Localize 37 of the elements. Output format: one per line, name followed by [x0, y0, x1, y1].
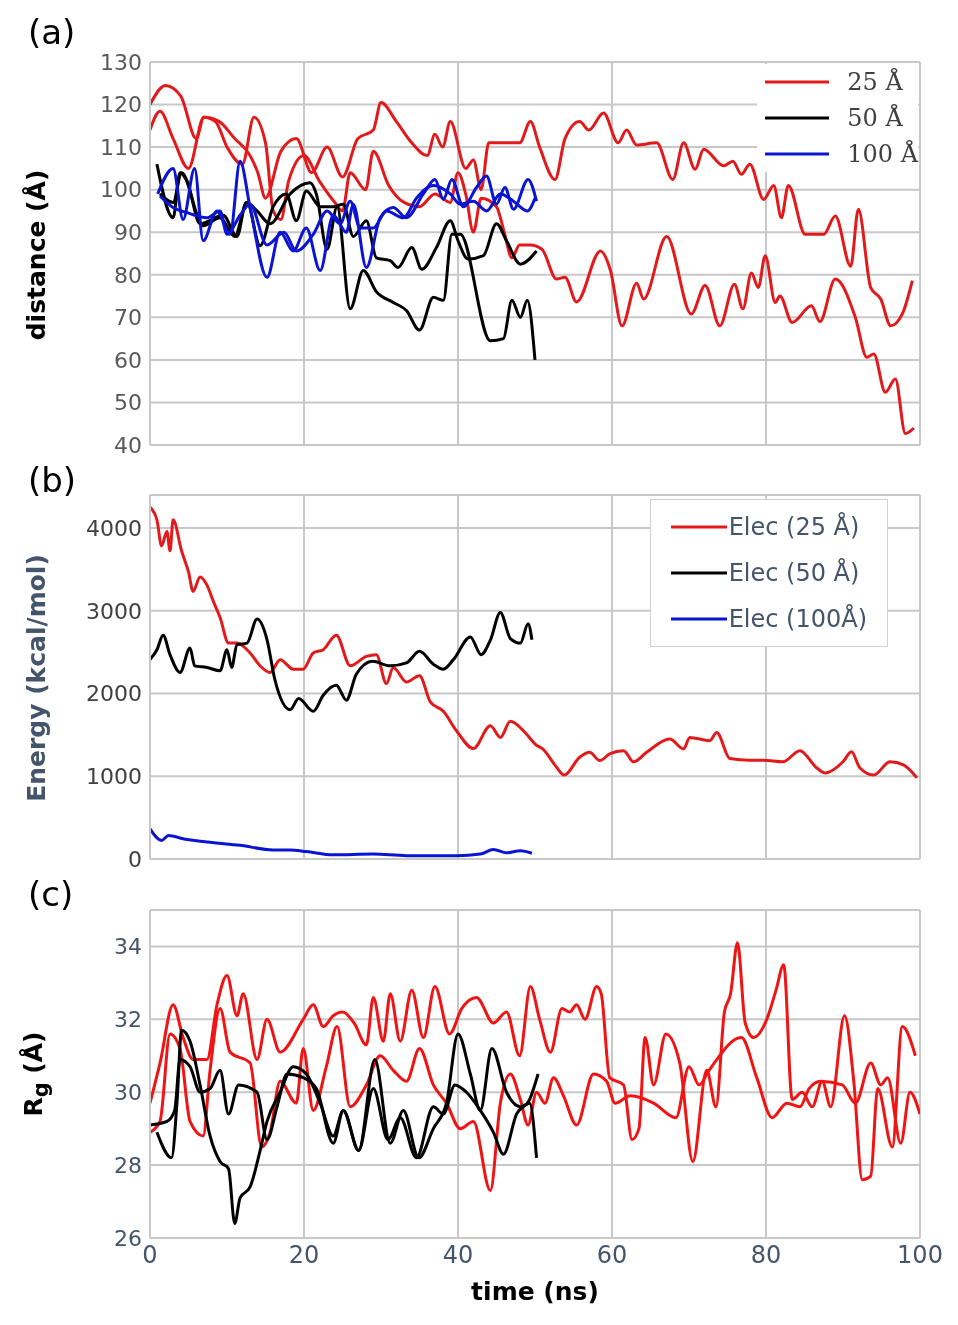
legend-label: 100 Å: [847, 139, 918, 170]
legend-label: 25 Å: [847, 67, 903, 98]
chart-title: (b): [28, 460, 77, 500]
legend-label: Elec (50 Å): [728, 557, 860, 589]
y-tick-label: 130: [100, 49, 142, 75]
chart-title: (c): [28, 874, 74, 914]
y-tick-label: 0: [128, 846, 142, 872]
x-tick-label: 80: [750, 1241, 782, 1270]
y-tick-label: 40: [114, 432, 142, 458]
legend-label: 50 Å: [847, 103, 903, 134]
y-tick-label: 100: [100, 177, 142, 203]
legend-label: Elec (25 Å): [728, 511, 860, 543]
y-tick-label: 2000: [86, 681, 142, 707]
y-tick-label: 110: [100, 134, 142, 160]
y-axis-title: distance (Å): [21, 169, 51, 340]
chart-title: (a): [28, 12, 76, 52]
y-tick-label: 28: [114, 1152, 142, 1178]
x-tick-label: 60: [596, 1241, 628, 1270]
y-tick-label: 4000: [86, 515, 142, 541]
y-tick-label: 3000: [86, 598, 142, 624]
y-tick-label: 26: [114, 1225, 142, 1251]
y-tick-label: 60: [114, 347, 142, 373]
y-tick-label: 120: [100, 92, 142, 118]
y-tick-label: 32: [114, 1007, 142, 1033]
y-tick-label: 1000: [86, 764, 142, 790]
y-axis-title: Energy (kcal/mol): [21, 554, 51, 802]
x-axis-title: time (ns): [471, 1277, 599, 1306]
y-tick-label: 70: [114, 305, 142, 331]
y-tick-label: 34: [114, 934, 142, 960]
y-tick-label: 90: [114, 220, 142, 246]
y-tick-label: 80: [114, 262, 142, 288]
y-tick-label: 30: [114, 1080, 142, 1106]
x-tick-label: 20: [288, 1241, 320, 1270]
x-tick-label: 100: [897, 1241, 943, 1270]
legend-label: Elec (100Å): [728, 603, 867, 635]
x-tick-label: 40: [442, 1241, 474, 1270]
y-tick-label: 50: [114, 390, 142, 416]
